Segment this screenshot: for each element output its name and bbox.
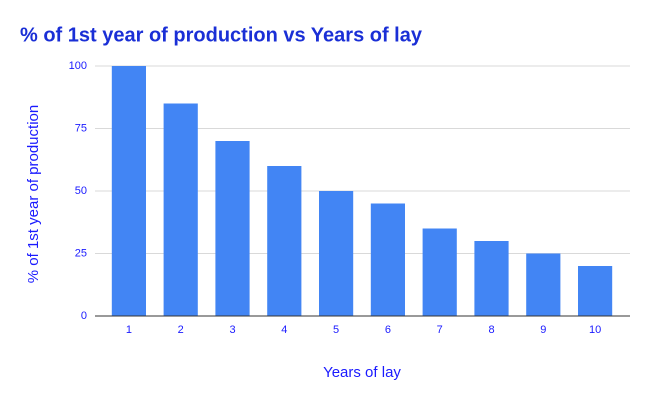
bar [422, 228, 457, 316]
x-tick-label: 1 [126, 324, 132, 336]
x-tick-label: 8 [488, 324, 494, 336]
bar [267, 166, 302, 316]
x-tick-label: 3 [229, 324, 235, 336]
bar [474, 241, 509, 316]
x-axis-label: Years of lay [323, 364, 401, 381]
x-tick-label: 2 [178, 324, 184, 336]
y-tick-label: 0 [81, 310, 87, 322]
x-tick-label: 10 [589, 324, 601, 336]
x-tick-label: 5 [333, 324, 339, 336]
bar [215, 141, 250, 316]
y-tick-label: 100 [69, 60, 87, 72]
x-tick-label: 9 [540, 324, 546, 336]
bar [526, 253, 561, 316]
y-tick-label: 25 [75, 247, 87, 259]
bar [163, 103, 198, 316]
bar [319, 191, 354, 316]
x-tick-label: 4 [281, 324, 287, 336]
y-axis-label: % of 1st year of production [25, 105, 42, 283]
bar [370, 203, 405, 316]
bar [111, 66, 146, 316]
x-tick-label: 6 [385, 324, 391, 336]
y-tick-label: 50 [75, 185, 87, 197]
chart-title: % of 1st year of production vs Years of … [20, 24, 423, 46]
x-tick-label: 7 [437, 324, 443, 336]
bar [578, 266, 613, 316]
y-tick-label: 75 [75, 122, 87, 134]
